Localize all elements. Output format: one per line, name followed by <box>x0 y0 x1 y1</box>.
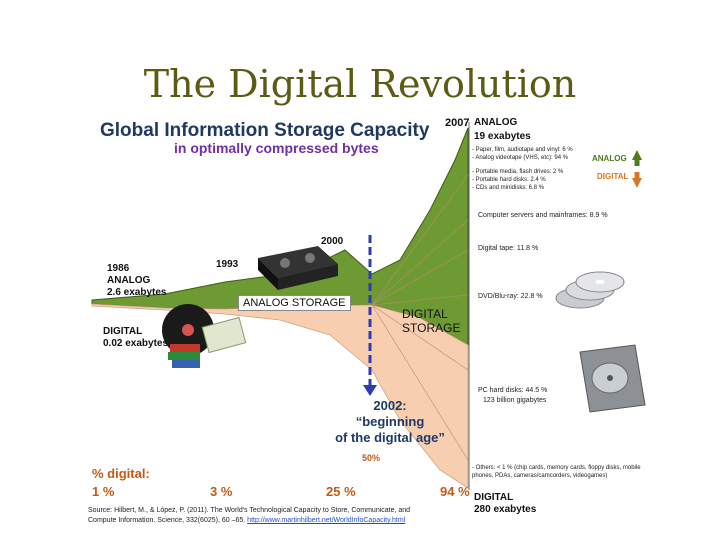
year-2000: 2000 <box>321 236 344 247</box>
analog-arrow-up-icon <box>632 150 642 160</box>
analog-item-1: - Paper, film, audiotape and vinyl: 6 % <box>472 147 573 153</box>
digital-item-servers: Computer servers and mainframes: 8.9 % <box>478 212 608 219</box>
digital-storage-label-1: DIGITAL <box>402 307 448 321</box>
pct-2007: 94 % <box>440 484 470 499</box>
pct-1986: 1 % <box>92 484 115 499</box>
vhs-tape-icon <box>258 246 338 290</box>
percent-2002: 50% <box>362 453 381 463</box>
digital-1986-label: DIGITAL <box>103 326 143 337</box>
analog-arrow-stem <box>634 160 640 166</box>
digital-arrow-stem <box>634 172 640 178</box>
digital-item-gigabytes: 123 billion gigabytes <box>483 397 547 404</box>
legend-digital: DIGITAL <box>597 172 629 181</box>
digital-2007-value: 280 exabytes <box>474 504 537 515</box>
analog-2007-label: ANALOG <box>474 117 518 128</box>
legend-analog: ANALOG <box>592 154 627 163</box>
digital-item-tape: Digital tape: 11.8 % <box>478 245 539 252</box>
year-1993: 1993 <box>216 259 239 270</box>
analog-1986-label: ANALOG <box>107 275 151 286</box>
chart-title: Global Information Storage Capacity <box>100 120 430 141</box>
arrow-2002 <box>363 385 377 396</box>
digital-age-text: of the digital age” <box>335 430 445 445</box>
digital-1986-value: 0.02 exabytes <box>103 338 169 349</box>
digital-storage-label-2: STORAGE <box>402 321 461 335</box>
source-link[interactable]: http://www.martinhilbert.net/WorldInfoCa… <box>247 517 406 524</box>
beginning-text: “beginning <box>355 414 425 429</box>
hard-disk-icon <box>579 344 646 413</box>
digital-2007-label: DIGITAL <box>474 492 514 503</box>
source-line-2: Compute Information. Science, 332(6025),… <box>88 517 246 524</box>
analog-storage-label: ANALOG STORAGE <box>238 295 351 311</box>
digital-item-3: - CDs and minidisks: 6.8 % <box>472 185 545 191</box>
dvd-icon <box>555 271 625 309</box>
analog-2007-value: 19 exabytes <box>474 131 531 142</box>
digital-item-pc-disks: PC hard disks: 44.5 % <box>478 387 548 394</box>
analog-item-2: - Analog videotape (VHS, etc): 94 % <box>472 155 569 161</box>
digital-item-dvd: DVD/Blu-ray: 22.8 % <box>478 293 543 300</box>
year-2007: 2007 <box>445 117 470 129</box>
digital-item-2: - Portable hard disks: 2.4 % <box>472 177 546 183</box>
year-1986: 1986 <box>107 263 130 274</box>
pct-1993: 3 % <box>210 484 233 499</box>
pct-2000: 25 % <box>326 484 356 499</box>
chart-subtitle: in optimally compressed bytes <box>174 140 379 156</box>
year-2002: 2002: <box>373 398 407 413</box>
pct-digital-label: % digital: <box>92 466 150 481</box>
slide-title: The Digital Revolution <box>143 62 577 106</box>
digital-item-others: - Others: < 1 % (chip cards, memory card… <box>472 465 641 479</box>
source-line-1: Source: Hilbert, M., & López, P. (2011).… <box>88 507 411 514</box>
analog-media-icon <box>162 304 247 368</box>
wedge-lines <box>371 174 469 461</box>
digital-arrow-down-icon <box>632 178 642 188</box>
analog-1986-value: 2.6 exabytes <box>107 287 167 298</box>
digital-item-1: - Portable media, flash drives: 2 % <box>472 169 564 175</box>
